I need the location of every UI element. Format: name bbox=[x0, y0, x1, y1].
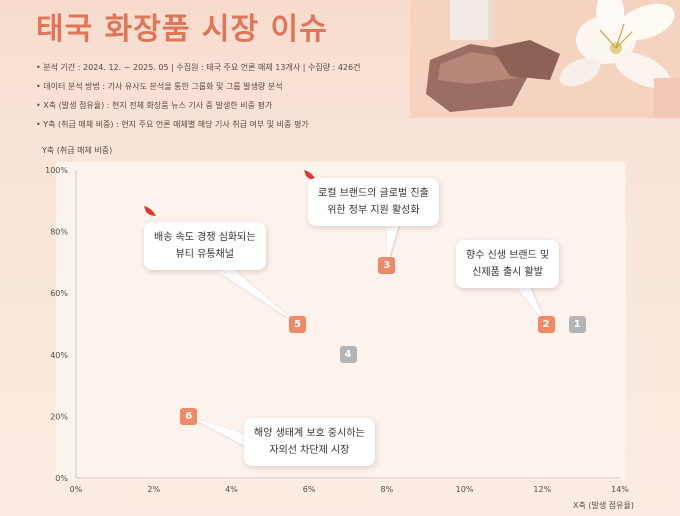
x-tick-label: 8% bbox=[381, 485, 394, 494]
x-tick-label: 6% bbox=[303, 485, 316, 494]
analysis-meta: • 분석 기간 : 2024. 12. ~ 2025. 05 | 수집원 : 태… bbox=[36, 58, 360, 134]
red-flag-mark bbox=[304, 170, 316, 180]
annotation-bubble: 해양 생태계 보호 중시하는 자외선 차단제 시장 bbox=[244, 418, 375, 466]
x-tick-label: 2% bbox=[147, 485, 160, 494]
x-tick-label: 10% bbox=[456, 485, 474, 494]
point-marker-6: 6 bbox=[180, 407, 198, 425]
y-tick-label: 0% bbox=[55, 474, 68, 483]
y-tick-label: 60% bbox=[50, 289, 68, 298]
point-marker-1: 1 bbox=[568, 315, 586, 333]
x-tick-label: 12% bbox=[533, 485, 551, 494]
annotation-bubble: 배송 속도 경쟁 심화되는 뷰티 유통채널 bbox=[144, 222, 266, 270]
annotation-leader bbox=[219, 263, 298, 324]
annotation-leader bbox=[386, 223, 399, 266]
meta-line-method: • 데이터 분석 방법 : 기사 유사도 분석을 통한 그룹화 및 그룹 발생량… bbox=[36, 82, 283, 91]
annotation-leader bbox=[188, 416, 253, 448]
y-tick-label: 100% bbox=[45, 166, 68, 175]
meta-line-x-axis: • X축 (발생 점유율) : 현지 전체 화장품 뉴스 기사 중 발생한 비중… bbox=[36, 101, 273, 110]
point-marker-4: 4 bbox=[339, 346, 357, 364]
x-tick-label: 4% bbox=[225, 485, 238, 494]
point-marker-3: 3 bbox=[378, 256, 396, 274]
annotation-leader bbox=[517, 282, 547, 324]
annotation-bubble: 로컬 브랜드의 글로벌 진출 위한 정부 지원 활성화 bbox=[308, 178, 439, 226]
red-flag-mark bbox=[144, 206, 156, 216]
meta-line-y-axis: • Y축 (취급 매체 비중) : 현지 주요 언론 매체별 해당 기사 취급 … bbox=[36, 120, 309, 129]
x-tick-label: 14% bbox=[611, 485, 629, 494]
y-axis-title: Y축 (취급 매체 비중) bbox=[42, 146, 113, 155]
page-title: 태국 화장품 시장 이슈 bbox=[36, 12, 328, 47]
y-tick-label: 80% bbox=[50, 228, 68, 237]
point-marker-2: 2 bbox=[537, 315, 555, 333]
annotation-bubble: 향수 신생 브랜드 및 신제품 출시 활발 bbox=[456, 240, 560, 288]
meta-line-period: • 분석 기간 : 2024. 12. ~ 2025. 05 | 수집원 : 태… bbox=[36, 63, 361, 72]
cosmetics-decoration-image bbox=[410, 0, 680, 118]
x-axis-title: X축 (발생 점유율) bbox=[573, 501, 634, 510]
y-tick-label: 20% bbox=[50, 412, 68, 421]
point-marker-5: 5 bbox=[288, 315, 306, 333]
y-tick-label: 40% bbox=[50, 351, 68, 360]
x-tick-label: 0% bbox=[70, 485, 83, 494]
